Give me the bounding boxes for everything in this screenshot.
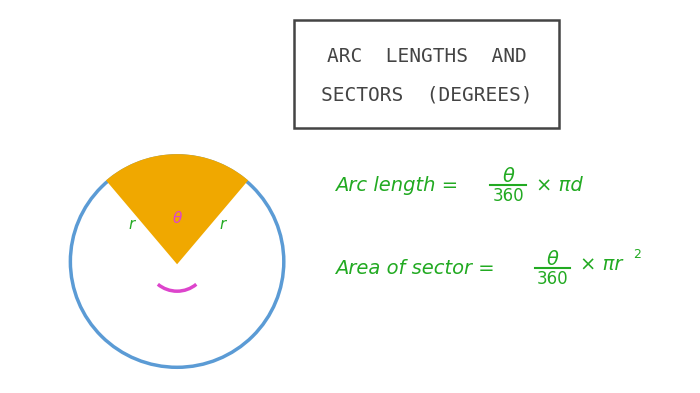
Polygon shape (108, 156, 246, 262)
Text: 2: 2 (634, 248, 641, 261)
Text: θ: θ (502, 167, 514, 186)
Text: 360: 360 (492, 187, 524, 205)
Text: r: r (128, 217, 134, 232)
Text: × πr: × πr (580, 255, 622, 274)
Text: 360: 360 (537, 270, 568, 288)
Text: r: r (220, 217, 226, 232)
Text: θ: θ (172, 211, 182, 226)
Text: Arc length =: Arc length = (335, 176, 465, 195)
Text: θ: θ (547, 250, 559, 269)
Text: Area of sector =: Area of sector = (335, 259, 501, 278)
FancyBboxPatch shape (294, 20, 559, 129)
Text: SECTORS  (DEGREES): SECTORS (DEGREES) (321, 86, 532, 105)
Text: × πd: × πd (536, 176, 582, 195)
Text: ARC  LENGTHS  AND: ARC LENGTHS AND (327, 47, 526, 66)
